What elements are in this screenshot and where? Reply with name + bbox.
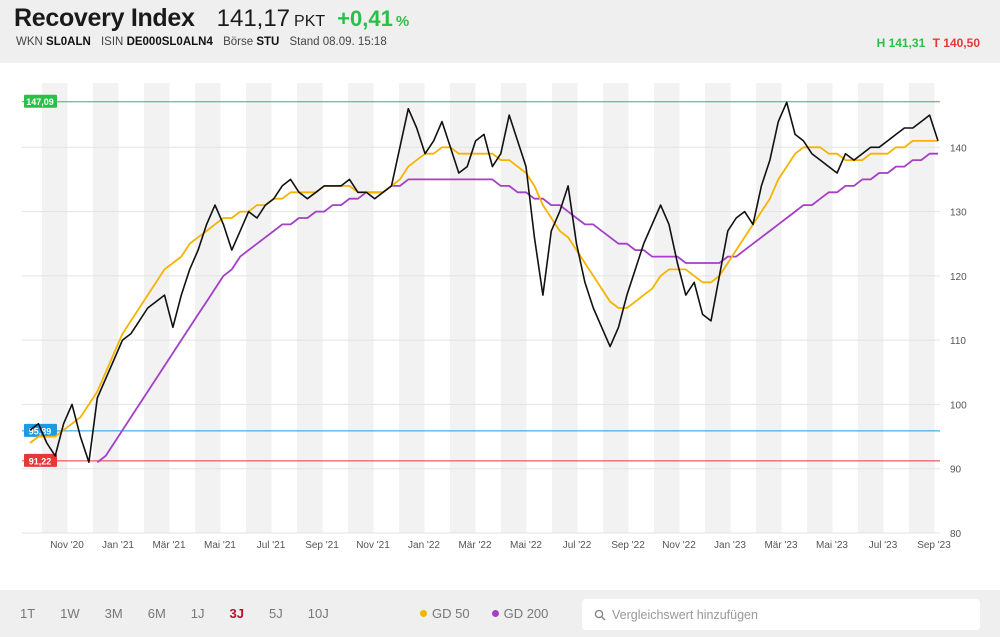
x-tick-label: Mär '23 [764,540,797,551]
compare-search-input[interactable] [612,607,972,622]
month-band [858,83,884,533]
month-band [501,83,527,533]
month-band [399,83,425,533]
y-tick-label: 90 [950,465,962,476]
x-tick-label: Sep '21 [305,540,339,551]
legend-dot [420,610,427,617]
level-label: 91,22 [29,456,52,466]
range-1w[interactable]: 1W [60,606,80,621]
month-band [807,83,833,533]
x-tick-label: Jul '23 [869,540,898,551]
high-low: H 141,31 T 140,50 [877,36,980,50]
price-unit: PKT [294,13,326,30]
month-band [552,83,578,533]
boerse-value[interactable]: STU [256,36,280,48]
month-band [756,83,782,533]
range-3m[interactable]: 3M [104,606,123,621]
isin-label: ISIN [100,36,124,48]
month-band [297,83,323,533]
legend-gd200[interactable]: GD 200 [491,606,549,621]
x-tick-label: Jul '21 [257,540,286,551]
legend-dot [491,610,499,617]
chart-svg[interactable]: 80 90 100 110 120 130 140 Nov '20 Jan '21 Mär '21… [0,63,1000,590]
month-band [93,83,119,533]
x-tick-label: Mai '22 [510,540,542,551]
range-10j[interactable]: 10J [307,606,329,621]
month-band [654,83,680,533]
x-tick-label: Jan '23 [714,540,746,551]
x-tick-label: Mär '21 [152,540,185,551]
wkn-label: WKN [16,36,43,48]
y-tick-label: 120 [950,272,967,283]
meta-row: WKN SL0ALN ISIN DE000SL0ALN4 Börse STU S… [16,36,387,48]
y-tick-label: 130 [950,208,967,219]
day-low: T 140,50 [932,36,980,50]
y-tick-label: 80 [950,529,962,540]
timestamp: Stand 08.09. 15:18 [289,36,387,48]
level-badge [24,94,57,108]
series-line-recovery-index [29,101,939,464]
x-tick-label: Mai '21 [204,540,236,551]
range-1t[interactable]: 1T [20,606,36,621]
x-tick-label: Nov '22 [662,540,696,551]
month-band [909,83,935,533]
x-tick-label: Nov '20 [50,540,84,551]
month-band [195,83,221,533]
month-band [705,83,731,533]
change-unit: % [395,13,410,30]
series-line-gd-50 [29,140,938,444]
y-tick-label: 100 [950,400,967,411]
range-selector: 1T 1W 3M 6M 1J 3J 5J 10J [20,590,354,637]
month-band [348,83,374,533]
x-tick-label: Mär '22 [458,540,491,551]
footer-toolbar: 1T 1W 3M 6M 1J 3J 5J 10J GD 50 GD 200 [0,590,1000,637]
boerse-label: Börse [223,36,254,48]
range-5j[interactable]: 5J [269,606,283,621]
level-label: 147,09 [26,97,54,107]
price-chart[interactable]: 80 90 100 110 120 130 140 Nov '20 Jan '21 Mär '21… [0,63,1000,590]
legend-gd50[interactable]: GD 50 [420,606,470,621]
range-1j[interactable]: 1J [190,606,205,621]
x-tick-label: Nov '21 [356,540,390,551]
header: Recovery Index 141,17 PKT +0,41 % WKN SL… [0,0,1000,63]
x-tick-label: Jan '21 [102,540,134,551]
change-value: +0,41 [337,6,393,31]
range-3j[interactable]: 3J [229,606,244,621]
x-tick-label: Sep '22 [611,540,645,551]
y-tick-label: 110 [950,336,966,347]
compare-search[interactable] [582,599,980,630]
x-tick-label: Mai '23 [816,540,848,551]
page-title: Recovery Index [14,4,195,32]
x-tick-label: Sep '23 [917,540,951,551]
day-high: H 141,31 [876,36,926,50]
legend-label: GD 200 [503,606,549,621]
wkn-value: SL0ALN [46,36,91,48]
level-label: 95,89 [29,426,52,436]
price-value: 141,17 [216,5,291,32]
indicator-legend: GD 50 GD 200 [420,590,570,637]
isin-value: DE000SL0ALN4 [126,36,213,48]
series-line-gd-200 [96,152,938,464]
x-tick-label: Jan '22 [408,540,440,551]
y-tick-label: 140 [950,143,967,154]
search-icon [594,609,606,620]
month-band [246,83,272,533]
range-6m[interactable]: 6M [147,606,166,621]
legend-label: GD 50 [432,606,470,621]
x-tick-label: Jul '22 [563,540,592,551]
title-row: Recovery Index 141,17 PKT +0,41 % [14,4,409,33]
level-badge [24,453,57,467]
